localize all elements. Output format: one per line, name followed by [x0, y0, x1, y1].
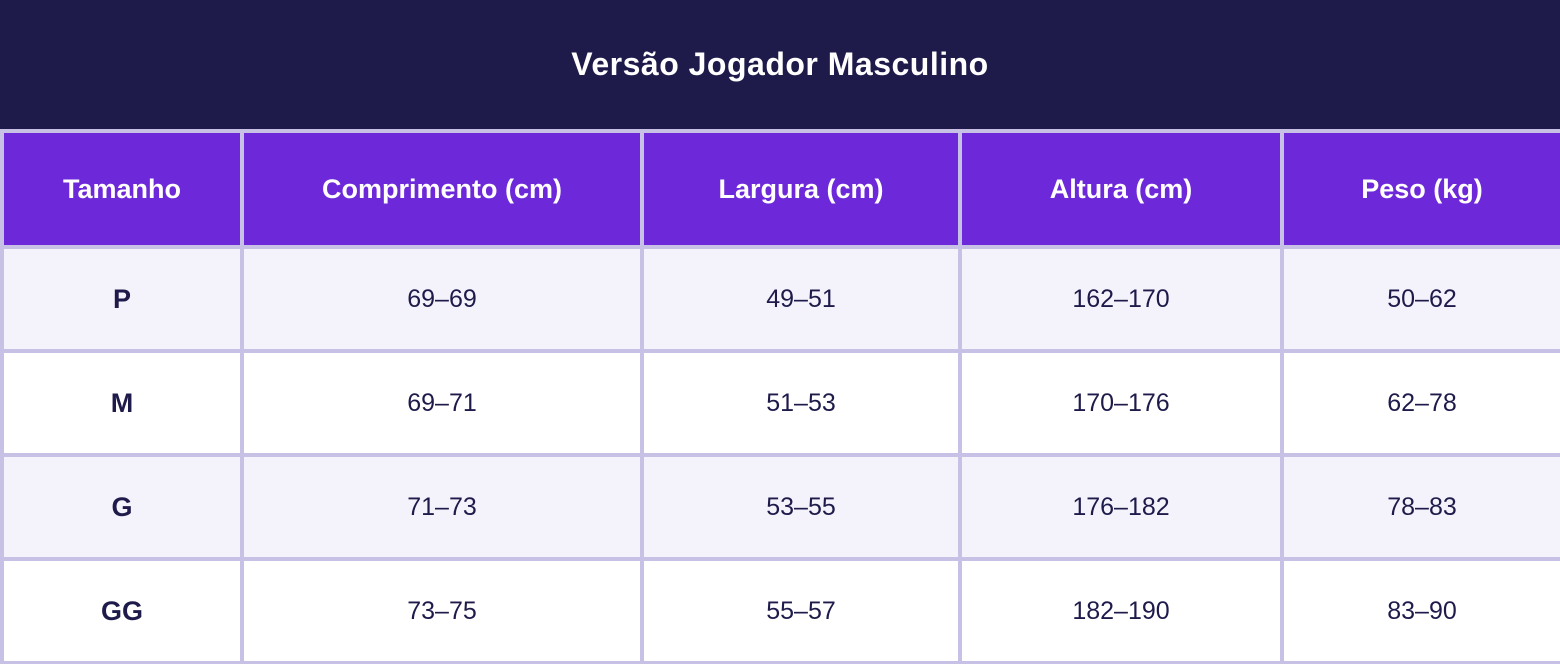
- size-cell: G: [0, 453, 244, 561]
- chart-title: Versão Jogador Masculino: [571, 46, 989, 82]
- chart-title-band: Versão Jogador Masculino: [0, 0, 1560, 129]
- header-tamanho: Tamanho: [0, 129, 244, 249]
- peso-cell: 78–83: [1280, 453, 1560, 561]
- largura-cell: 51–53: [640, 349, 962, 457]
- comprimento-cell: 71–73: [240, 453, 644, 561]
- largura-cell: 53–55: [640, 453, 962, 561]
- peso-cell: 62–78: [1280, 349, 1560, 457]
- altura-cell: 176–182: [958, 453, 1284, 561]
- table-row-g: G 71–73 53–55 176–182 78–83: [0, 453, 1560, 561]
- altura-cell: 170–176: [958, 349, 1284, 457]
- header-largura: Largura (cm): [640, 129, 962, 249]
- largura-cell: 49–51: [640, 245, 962, 353]
- header-peso: Peso (kg): [1280, 129, 1560, 249]
- comprimento-cell: 73–75: [240, 557, 644, 664]
- altura-cell: 162–170: [958, 245, 1284, 353]
- size-table-header: Tamanho Comprimento (cm) Largura (cm) Al…: [0, 129, 1560, 249]
- header-row: Tamanho Comprimento (cm) Largura (cm) Al…: [0, 129, 1560, 249]
- size-cell: GG: [0, 557, 244, 664]
- peso-cell: 83–90: [1280, 557, 1560, 664]
- size-cell: M: [0, 349, 244, 457]
- size-cell: P: [0, 245, 244, 353]
- header-comprimento: Comprimento (cm): [240, 129, 644, 249]
- comprimento-cell: 69–69: [240, 245, 644, 353]
- size-table: Tamanho Comprimento (cm) Largura (cm) Al…: [0, 129, 1560, 664]
- altura-cell: 182–190: [958, 557, 1284, 664]
- table-row-m: M 69–71 51–53 170–176 62–78: [0, 349, 1560, 457]
- largura-cell: 55–57: [640, 557, 962, 664]
- peso-cell: 50–62: [1280, 245, 1560, 353]
- table-row-gg: GG 73–75 55–57 182–190 83–90: [0, 557, 1560, 664]
- size-table-body: P 69–69 49–51 162–170 50–62 M 69–71 51–5…: [0, 245, 1560, 664]
- table-row-p: P 69–69 49–51 162–170 50–62: [0, 245, 1560, 353]
- comprimento-cell: 69–71: [240, 349, 644, 457]
- header-altura: Altura (cm): [958, 129, 1284, 249]
